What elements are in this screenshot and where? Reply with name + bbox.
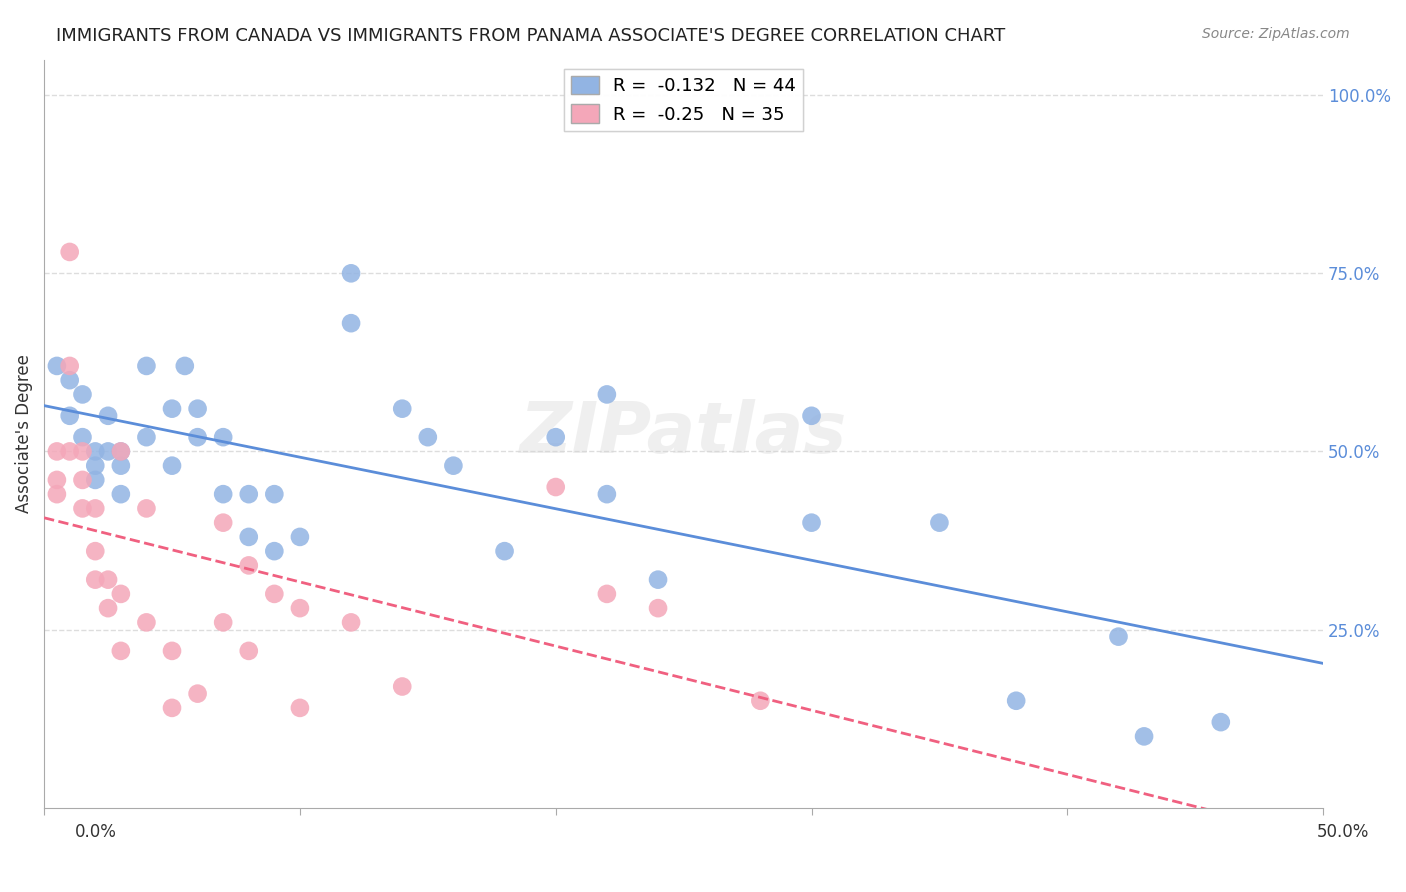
Point (110, 587, 132, 601)
Point (238, 558, 260, 573)
Point (97, 409, 120, 423)
Point (45, 359, 67, 373)
Point (59, 444, 82, 458)
Point (416, 430, 439, 444)
Point (494, 544, 516, 558)
Point (596, 587, 619, 601)
Point (212, 487, 235, 501)
Point (72, 387, 94, 401)
Point (110, 444, 132, 458)
Legend: R =  -0.132   N = 44, R =  -0.25   N = 35: R = -0.132 N = 44, R = -0.25 N = 35 (564, 69, 803, 131)
Point (187, 401, 209, 416)
Point (263, 544, 285, 558)
Point (928, 516, 950, 530)
Point (45, 487, 67, 501)
Text: IMMIGRANTS FROM CANADA VS IMMIGRANTS FROM PANAMA ASSOCIATE'S DEGREE CORRELATION : IMMIGRANTS FROM CANADA VS IMMIGRANTS FRO… (56, 27, 1005, 45)
Y-axis label: Associate's Degree: Associate's Degree (15, 354, 32, 513)
Point (84, 501, 107, 516)
Text: 0.0%: 0.0% (75, 822, 117, 840)
Point (110, 644, 132, 658)
Point (97, 444, 120, 458)
Point (187, 430, 209, 444)
Point (84, 458, 107, 473)
Point (59, 359, 82, 373)
Point (135, 501, 157, 516)
Point (135, 359, 157, 373)
Point (340, 615, 363, 630)
Point (45, 473, 67, 487)
Point (238, 487, 260, 501)
Point (72, 444, 94, 458)
Point (238, 530, 260, 544)
Point (288, 530, 311, 544)
Point (212, 615, 235, 630)
Point (160, 644, 183, 658)
Point (544, 430, 567, 444)
Point (441, 458, 464, 473)
Point (800, 516, 823, 530)
Point (59, 409, 82, 423)
Point (340, 266, 363, 280)
Text: 50.0%: 50.0% (1316, 822, 1369, 840)
Point (84, 573, 107, 587)
Point (647, 601, 669, 615)
Point (135, 430, 157, 444)
Text: ZIPatlas: ZIPatlas (520, 399, 848, 468)
Point (72, 430, 94, 444)
Point (288, 601, 311, 615)
Point (187, 687, 209, 701)
Point (160, 401, 183, 416)
Point (110, 458, 132, 473)
Point (110, 487, 132, 501)
Point (110, 444, 132, 458)
Point (238, 644, 260, 658)
Point (160, 458, 183, 473)
Point (800, 409, 823, 423)
Point (59, 373, 82, 387)
Point (391, 401, 413, 416)
Point (135, 615, 157, 630)
Point (97, 573, 120, 587)
Point (72, 501, 94, 516)
Point (212, 516, 235, 530)
Point (263, 587, 285, 601)
Point (544, 480, 567, 494)
Point (1108, 630, 1130, 644)
Point (72, 473, 94, 487)
Point (596, 387, 619, 401)
Point (1209, 715, 1232, 730)
Point (288, 701, 311, 715)
Point (596, 487, 619, 501)
Point (173, 359, 195, 373)
Point (160, 701, 183, 715)
Point (45, 444, 67, 458)
Point (84, 444, 107, 458)
Point (59, 244, 82, 259)
Point (1133, 730, 1156, 744)
Point (212, 430, 235, 444)
Point (1005, 694, 1028, 708)
Point (263, 487, 285, 501)
Point (391, 680, 413, 694)
Point (84, 473, 107, 487)
Point (340, 316, 363, 330)
Point (749, 694, 772, 708)
Point (647, 573, 669, 587)
Text: Source: ZipAtlas.com: Source: ZipAtlas.com (1202, 27, 1350, 41)
Point (97, 601, 120, 615)
Point (84, 544, 107, 558)
